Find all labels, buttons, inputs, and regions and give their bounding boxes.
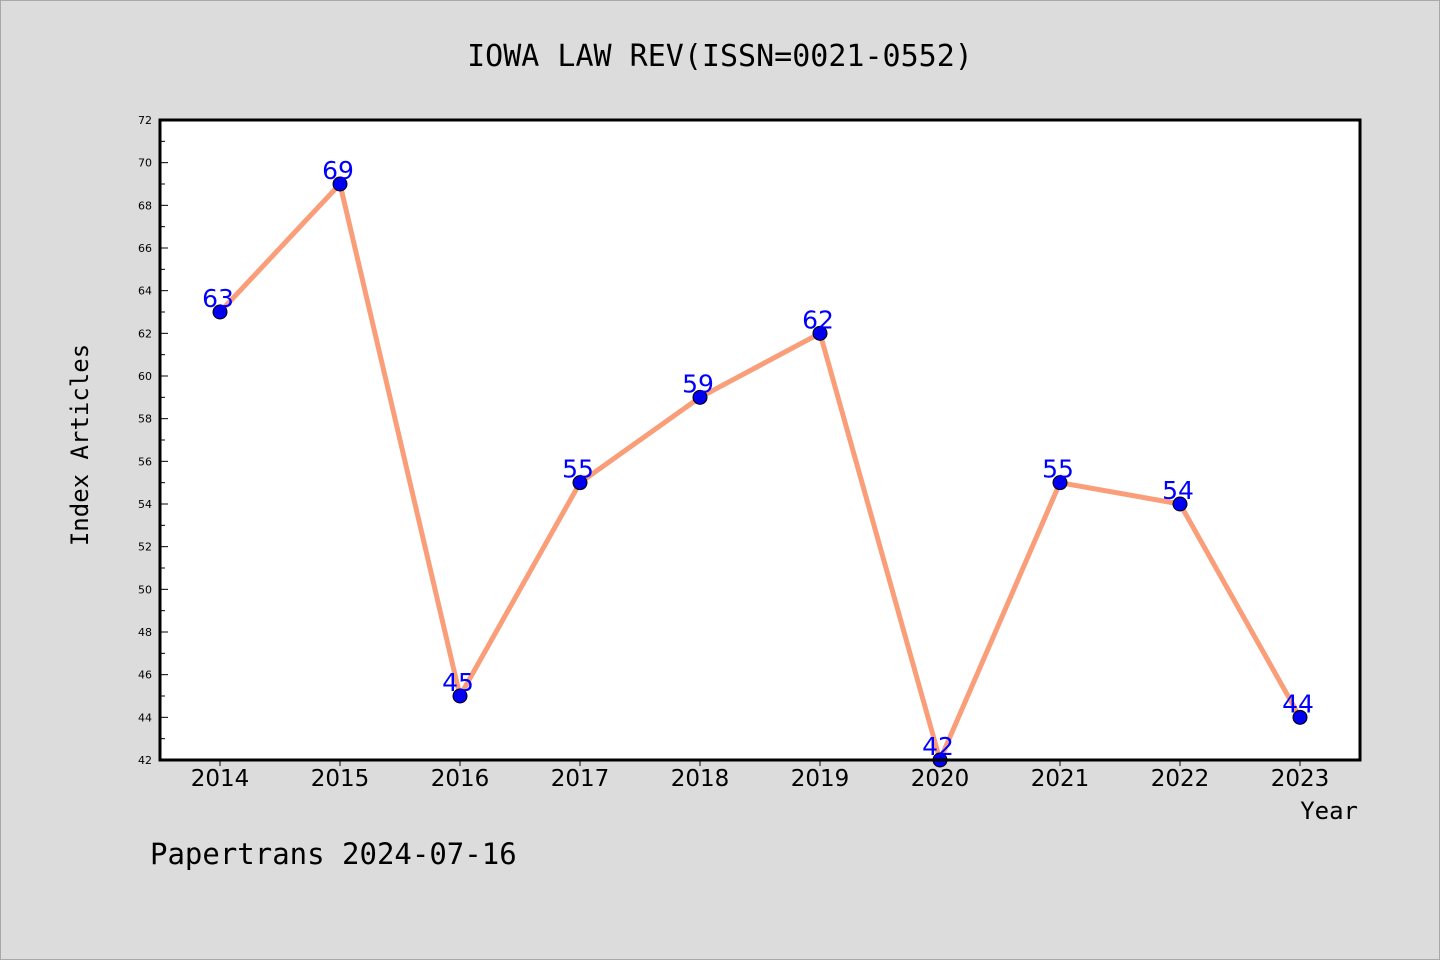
y-tick-label: 42 xyxy=(138,754,152,767)
y-tick-label: 72 xyxy=(138,114,152,127)
x-tick-label: 2020 xyxy=(911,766,970,792)
y-tick-label: 54 xyxy=(138,498,152,511)
y-tick-label: 70 xyxy=(138,157,152,170)
data-point xyxy=(812,325,828,341)
data-point xyxy=(452,688,468,704)
data-label: 54 xyxy=(1162,476,1194,505)
x-axis: 2014 2015 2016 2017 2018 2019 2020 2021 2022 2023 xyxy=(191,760,1330,792)
series-line xyxy=(218,181,1303,763)
footer-text: Papertrans 2024-07-16 xyxy=(150,837,517,871)
data-label: 42 xyxy=(922,732,954,761)
x-tick-label: 2015 xyxy=(311,766,370,792)
chart-title: IOWA LAW REV(ISSN=0021-0552) xyxy=(467,39,973,74)
data-markers xyxy=(212,176,1308,768)
y-tick-label: 52 xyxy=(138,541,152,554)
data-label: 62 xyxy=(802,305,834,334)
x-tick-label: 2014 xyxy=(191,766,250,792)
data-point xyxy=(1292,709,1308,725)
y-tick-label: 68 xyxy=(138,199,152,212)
y-tick-label: 50 xyxy=(138,583,152,596)
y-tick-label: 48 xyxy=(138,626,152,639)
x-tick-label: 2018 xyxy=(671,766,730,792)
y-tick-label: 58 xyxy=(138,413,152,426)
y-tick-label: 66 xyxy=(138,242,152,255)
y-tick-label: 56 xyxy=(138,455,152,468)
y-tick-label: 60 xyxy=(138,370,152,383)
y-tick-label: 64 xyxy=(138,285,152,298)
data-label: 69 xyxy=(322,156,354,185)
data-label: 45 xyxy=(442,668,474,697)
y-tick-label: 62 xyxy=(138,327,152,340)
x-tick-label: 2022 xyxy=(1151,766,1210,792)
y-tick-label: 44 xyxy=(138,711,152,724)
plot-border xyxy=(158,118,1362,762)
x-axis-label: Year xyxy=(1300,797,1358,825)
y-tick-label: 46 xyxy=(138,669,152,682)
y-axis-label: Index Articles xyxy=(66,344,94,546)
data-point xyxy=(692,389,708,405)
data-point xyxy=(332,176,348,192)
data-point xyxy=(212,304,228,320)
data-labels: 63 69 45 55 59 62 42 55 54 44 xyxy=(202,156,1314,761)
data-label: 55 xyxy=(562,455,594,484)
x-tick-label: 2016 xyxy=(431,766,490,792)
data-label: 55 xyxy=(1042,455,1074,484)
data-point xyxy=(572,475,588,491)
plot-area xyxy=(160,120,1360,760)
data-label: 59 xyxy=(682,369,714,398)
data-point xyxy=(1052,475,1068,491)
x-tick-label: 2019 xyxy=(791,766,850,792)
x-tick-label: 2021 xyxy=(1031,766,1090,792)
x-tick-label: 2023 xyxy=(1271,766,1330,792)
data-point xyxy=(1172,496,1188,512)
x-tick-label: 2017 xyxy=(551,766,610,792)
data-label: 44 xyxy=(1282,689,1314,718)
data-label: 63 xyxy=(202,284,234,313)
